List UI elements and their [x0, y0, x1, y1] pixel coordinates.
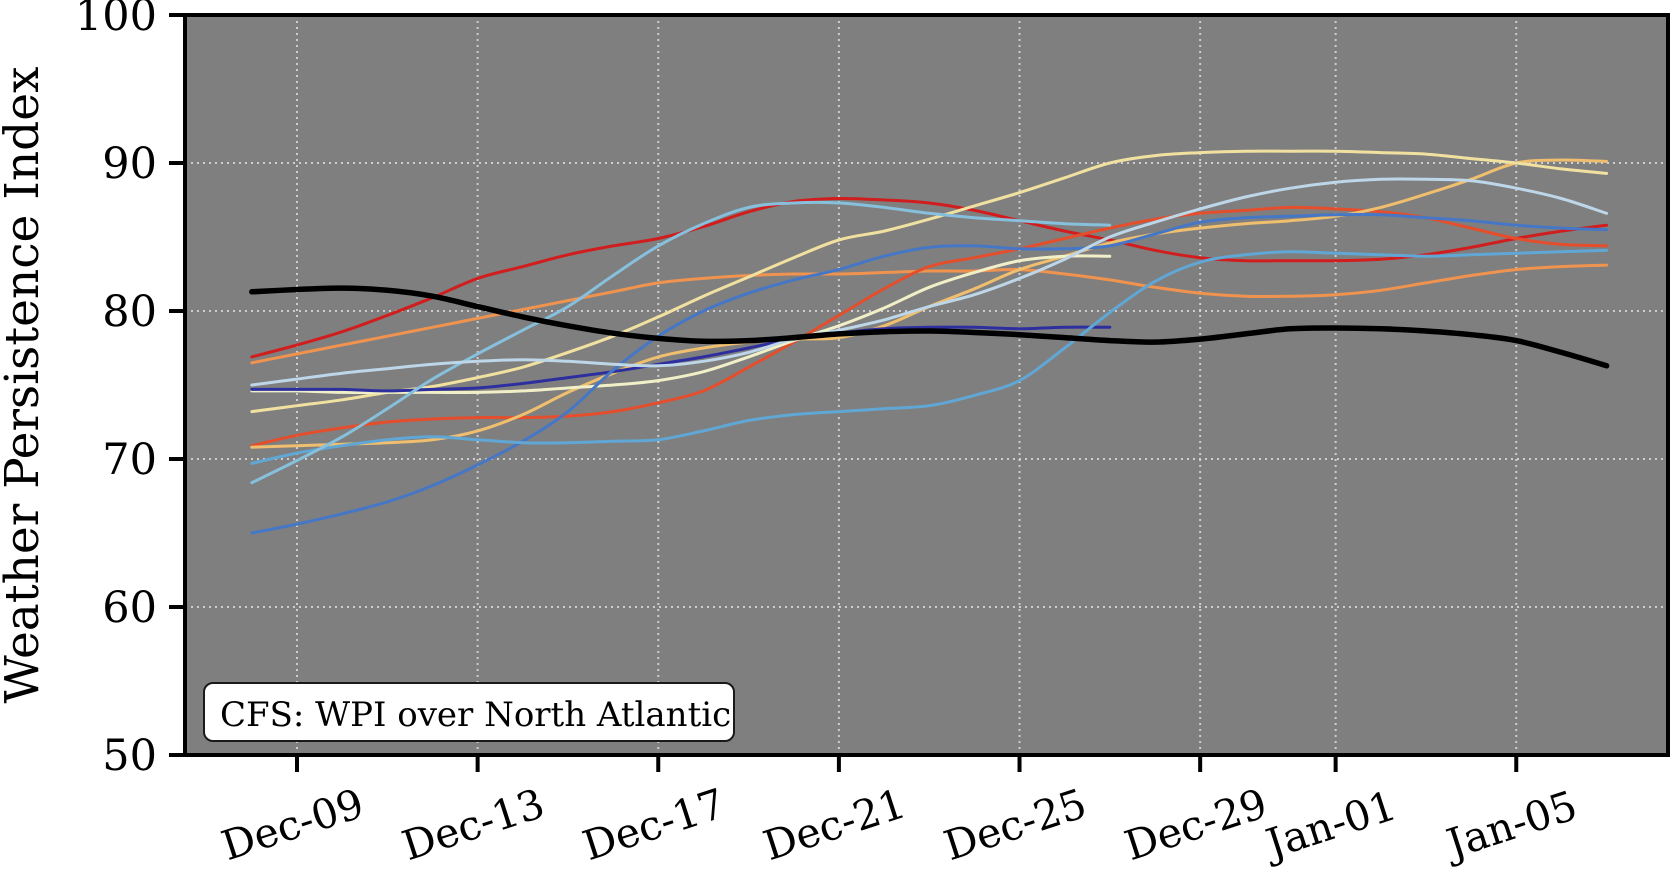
x-tick-label: Dec-29 [1119, 779, 1273, 870]
x-tick-label: Dec-09 [216, 779, 370, 870]
series-ens-08-steelblue-line [250, 213, 1609, 535]
annotation-box: CFS: WPI over North Atlantic [203, 682, 735, 742]
x-tick-label: Dec-13 [396, 779, 550, 870]
y-tick-label: 80 [102, 287, 157, 337]
y-tick-label: 60 [102, 583, 157, 633]
x-tick-labels: Dec-09 Dec-13 Dec-17 Dec-21 Dec-25 Dec-29Jan-… [216, 779, 1583, 870]
y-axis-label: Weather Persistence Index [0, 66, 50, 703]
y-tick-label: 100 [75, 0, 157, 41]
series-ens-10-lightblue-line [250, 200, 1112, 485]
series-ensemble-mean-line [249, 285, 1610, 369]
plot-background [185, 15, 1668, 755]
series-lines [249, 149, 1610, 535]
x-tick-label: Dec-17 [577, 779, 731, 870]
annotation-frame [203, 682, 735, 742]
x-tick-label: Dec-25 [938, 779, 1092, 870]
series-ens-11-lightsteel-line [250, 177, 1609, 387]
gridlines [185, 15, 1668, 755]
y-tick-labels: 50 60 70 80 90 100 [75, 0, 157, 781]
axes-spines [183, 13, 1670, 757]
x-tick-label: Jan-01 [1257, 781, 1402, 869]
series-ens-07-navy-line [250, 325, 1112, 393]
y-tick-label: 90 [102, 139, 157, 189]
series-ens-09-skyblue-line [250, 248, 1609, 465]
y-tick-label: 70 [102, 435, 157, 485]
x-tick-label: Dec-21 [758, 779, 912, 870]
axis-ticks [169, 13, 1519, 772]
series-ens-02-orange-line [250, 263, 1609, 365]
series-ens-03-tomato-line [250, 205, 1609, 448]
y-tick-label: 50 [102, 731, 157, 781]
series-ens-05-khaki-line [250, 149, 1609, 414]
annotation-text: CFS: WPI over North Atlantic [220, 695, 731, 735]
series-ens-01-red-line [250, 196, 1609, 359]
x-tick-label: Jan-05 [1437, 781, 1582, 869]
series-ens-06-beige-line [250, 254, 1112, 394]
